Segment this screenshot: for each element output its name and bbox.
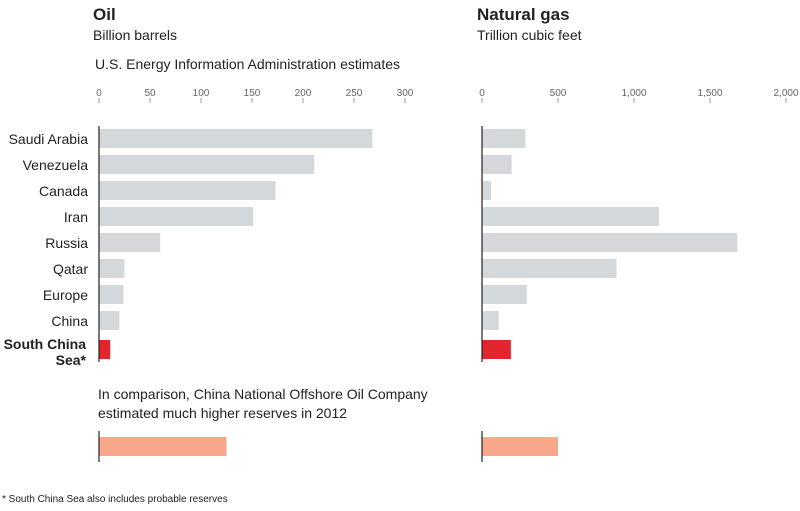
gas-tick-label: 2,000 bbox=[773, 88, 798, 99]
gas-bar-series bbox=[482, 285, 527, 304]
gas-bar-series bbox=[482, 233, 738, 252]
oil-bar-highlight bbox=[99, 340, 111, 359]
oil-bar-series bbox=[99, 233, 161, 252]
oil-tick-label: 50 bbox=[144, 88, 156, 99]
oil-tick-label: 300 bbox=[397, 88, 414, 99]
oil-bar-series bbox=[99, 155, 315, 174]
oil-comparison-bar bbox=[99, 437, 227, 456]
oil-unit-label: Billion barrels bbox=[93, 27, 178, 43]
category-label: China bbox=[51, 313, 88, 329]
gas-bar-series bbox=[482, 207, 660, 226]
footnote: * South China Sea also includes probable… bbox=[2, 494, 228, 505]
source-note: U.S. Energy Information Administration e… bbox=[95, 56, 401, 72]
oil-bar-series bbox=[99, 311, 120, 330]
oil-tick-label: 150 bbox=[244, 88, 261, 99]
gas-comparison-bar bbox=[482, 437, 558, 456]
gas-chart-title: Natural gas bbox=[477, 5, 570, 24]
gas-tick-label: 1,500 bbox=[697, 88, 722, 99]
oil-bar-series bbox=[99, 207, 254, 226]
oil-bar-series bbox=[99, 259, 125, 278]
category-label: Russia bbox=[45, 235, 88, 251]
oil-tick-label: 0 bbox=[96, 88, 102, 99]
comparison-note: In comparison, China National Offshore O… bbox=[98, 386, 428, 421]
oil-tick-label: 200 bbox=[295, 88, 312, 99]
oil-bar-series bbox=[99, 181, 276, 200]
category-label: Venezuela bbox=[22, 157, 88, 173]
gas-bar-series bbox=[482, 311, 499, 330]
category-label: Canada bbox=[38, 183, 88, 199]
category-label: Qatar bbox=[52, 261, 88, 277]
category-label: Saudi Arabia bbox=[8, 131, 88, 147]
oil-chart-title: Oil bbox=[93, 5, 116, 24]
category-label: Europe bbox=[42, 287, 88, 303]
oil-tick-label: 250 bbox=[346, 88, 363, 99]
category-label: South China Sea* bbox=[3, 336, 86, 368]
gas-bar-highlight bbox=[482, 340, 511, 359]
gas-tick-label: 1,000 bbox=[621, 88, 646, 99]
gas-bar-series bbox=[482, 181, 492, 200]
oil-bar-series bbox=[99, 129, 373, 148]
oil-tick-label: 100 bbox=[193, 88, 210, 99]
oil-bar-series bbox=[99, 285, 124, 304]
category-label: Iran bbox=[63, 209, 88, 225]
gas-bar-series bbox=[482, 259, 617, 278]
gas-tick-label: 500 bbox=[550, 88, 567, 99]
gas-bar-series bbox=[482, 129, 526, 148]
gas-bar-series bbox=[482, 155, 512, 174]
gas-tick-label: 0 bbox=[479, 88, 485, 99]
gas-unit-label: Trillion cubic feet bbox=[477, 27, 582, 43]
